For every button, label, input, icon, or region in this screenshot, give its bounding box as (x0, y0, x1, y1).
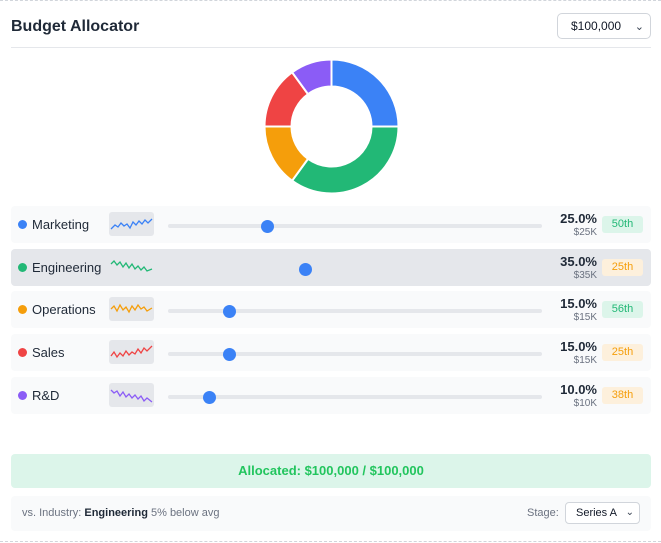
category-amount: $10K (573, 398, 597, 409)
trend-sparkline-icon (109, 212, 154, 236)
page-title: Budget Allocator (11, 18, 140, 35)
category-percent: 15.0% (560, 296, 597, 311)
comparison-detail: 5% below avg (150, 507, 220, 519)
category-amount: $35K (573, 270, 597, 281)
category-amount: $15K (573, 312, 597, 323)
allocation-donut-chart (264, 59, 399, 194)
category-color-dot (18, 305, 27, 314)
stage-value: Series A (576, 507, 617, 519)
chevron-down-icon: ⌄ (625, 507, 634, 518)
category-row-sales[interactable]: Sales 15.0% $15K 25th (11, 334, 651, 371)
stage-label: Stage: (527, 507, 559, 519)
category-row-operations[interactable]: Operations 15.0% $15K 56th (11, 291, 651, 328)
category-name: R&D (32, 388, 60, 403)
category-name: Operations (32, 302, 96, 317)
comparison-category: Engineering (84, 507, 148, 519)
trend-sparkline-icon (109, 297, 154, 321)
allocation-slider-thumb[interactable] (261, 220, 274, 233)
header: Budget Allocator $100,000 ⌄ (11, 12, 651, 48)
category-color-dot (18, 391, 27, 400)
category-percent: 10.0% (560, 382, 597, 397)
industry-comparison-bar: vs. Industry: Engineering 5% below avg S… (11, 496, 651, 531)
category-name: Sales (32, 345, 65, 360)
allocation-slider-track[interactable] (168, 224, 542, 228)
category-percent: 15.0% (560, 339, 597, 354)
industry-percentile-badge: 50th (602, 216, 643, 233)
category-color-dot (18, 263, 27, 272)
trend-sparkline-icon (109, 255, 154, 279)
category-percent: 25.0% (560, 211, 597, 226)
total-budget-select[interactable]: $100,000 ⌄ (557, 13, 651, 39)
industry-comparison: vs. Industry: Engineering 5% below avg (22, 507, 219, 519)
donut-slice-r-d (290, 59, 333, 96)
allocation-slider-track[interactable] (168, 352, 542, 356)
allocation-summary: Allocated: $100,000 / $100,000 (11, 454, 651, 488)
category-amount: $15K (573, 355, 597, 366)
category-percent: 35.0% (560, 254, 597, 269)
category-row-marketing[interactable]: Marketing 25.0% $25K 50th (11, 206, 651, 243)
trend-sparkline-icon (109, 340, 154, 364)
category-color-dot (18, 220, 27, 229)
allocation-slider-thumb[interactable] (203, 391, 217, 404)
trend-sparkline-icon (109, 383, 154, 407)
comparison-prefix: vs. Industry: (22, 507, 82, 519)
category-amount: $25K (573, 227, 597, 238)
industry-percentile-badge: 56th (602, 301, 643, 318)
allocation-slider-track[interactable] (168, 395, 542, 399)
stage-select[interactable]: Series A ⌄ (565, 502, 640, 524)
industry-percentile-badge: 38th (602, 387, 643, 404)
donut-slice-engineering (290, 125, 399, 194)
category-color-dot (18, 348, 27, 357)
chevron-down-icon: ⌄ (634, 21, 644, 33)
total-budget-value: $100,000 (571, 19, 622, 33)
allocation-slider-thumb[interactable] (299, 263, 313, 276)
category-name: Engineering (32, 260, 102, 275)
allocation-slider-thumb[interactable] (222, 348, 236, 361)
category-name: Marketing (32, 217, 90, 232)
category-row-r-d[interactable]: R&D 10.0% $10K 38th (11, 377, 651, 414)
donut-slice-marketing (330, 59, 399, 128)
allocation-slider-thumb[interactable] (222, 305, 236, 318)
industry-percentile-badge: 25th (602, 344, 643, 361)
industry-percentile-badge: 25th (602, 259, 643, 276)
category-row-engineering[interactable]: Engineering 35.0% $35K 25th (11, 249, 651, 286)
allocation-slider-track[interactable] (168, 309, 542, 313)
